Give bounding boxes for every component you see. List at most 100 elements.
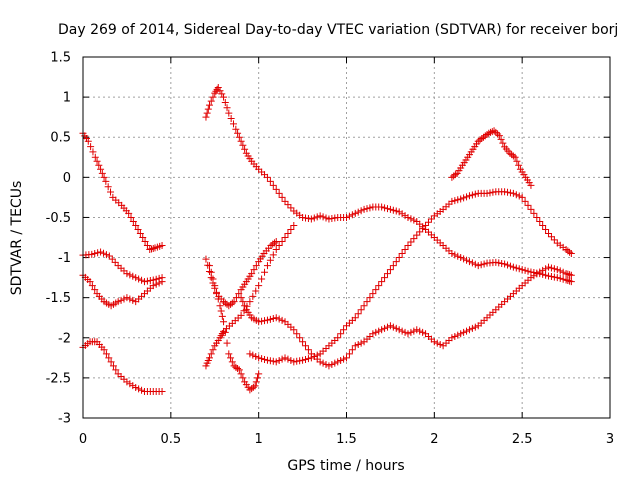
data-point bbox=[465, 192, 473, 200]
data-point bbox=[451, 197, 459, 205]
data-point bbox=[401, 246, 409, 254]
data-point bbox=[474, 262, 482, 270]
data-point bbox=[204, 105, 212, 113]
x-tick-label: 1.5 bbox=[336, 432, 357, 447]
data-point bbox=[360, 205, 368, 213]
data-point bbox=[99, 249, 107, 257]
data-point bbox=[448, 334, 456, 342]
data-point bbox=[261, 268, 269, 276]
data-point bbox=[345, 350, 353, 358]
data-point bbox=[293, 330, 301, 338]
data-point bbox=[202, 113, 210, 121]
data-point bbox=[476, 136, 484, 144]
data-point bbox=[343, 354, 350, 362]
data-point bbox=[221, 299, 229, 307]
data-point bbox=[126, 271, 134, 279]
data-point bbox=[307, 354, 315, 362]
data-point bbox=[504, 261, 512, 269]
data-point bbox=[246, 386, 254, 394]
data-point bbox=[227, 115, 235, 123]
data-point bbox=[281, 234, 289, 241]
data-point bbox=[547, 264, 555, 272]
data-point bbox=[86, 278, 94, 286]
data-point bbox=[152, 280, 160, 288]
chart-title: Day 269 of 2014, Sidereal Day-to-day VTE… bbox=[58, 22, 618, 38]
data-point bbox=[319, 359, 327, 367]
data-point bbox=[348, 211, 356, 219]
data-point bbox=[252, 262, 260, 270]
data-point bbox=[454, 252, 462, 260]
data-point bbox=[386, 266, 394, 274]
data-point bbox=[209, 275, 217, 283]
data-point bbox=[232, 125, 240, 133]
data-point bbox=[102, 350, 110, 358]
data-point bbox=[448, 250, 456, 258]
data-point bbox=[334, 334, 342, 342]
data-point bbox=[275, 315, 283, 323]
y-axis-title: SDTVAR / TECUs bbox=[9, 181, 25, 296]
data-point bbox=[266, 357, 274, 365]
data-point bbox=[498, 259, 506, 267]
data-point bbox=[354, 208, 362, 216]
data-point bbox=[123, 270, 131, 278]
data-point bbox=[126, 295, 134, 303]
data-point bbox=[237, 294, 245, 302]
data-point bbox=[214, 83, 222, 91]
data-point bbox=[372, 328, 380, 336]
data-point bbox=[235, 366, 243, 374]
data-point bbox=[275, 242, 283, 250]
data-point bbox=[129, 272, 137, 280]
data-point bbox=[97, 248, 105, 256]
data-point bbox=[322, 361, 330, 369]
data-point bbox=[547, 273, 555, 281]
data-point bbox=[566, 277, 574, 285]
data-point bbox=[527, 205, 535, 213]
data-point bbox=[477, 261, 485, 269]
data-point bbox=[220, 298, 228, 306]
data-point bbox=[203, 109, 211, 117]
data-point bbox=[284, 201, 292, 209]
data-point bbox=[395, 254, 403, 262]
data-point bbox=[293, 357, 301, 365]
data-point bbox=[270, 239, 278, 247]
data-point bbox=[465, 258, 473, 266]
data-point bbox=[234, 365, 242, 373]
data-point bbox=[375, 282, 383, 290]
data-point bbox=[316, 212, 324, 220]
data-point bbox=[495, 259, 503, 267]
data-point bbox=[392, 258, 400, 266]
data-point bbox=[258, 355, 266, 363]
data-point bbox=[255, 370, 263, 378]
data-point bbox=[357, 207, 365, 215]
data-point bbox=[398, 327, 406, 335]
data-point bbox=[410, 327, 418, 335]
data-point bbox=[299, 338, 307, 346]
data-point bbox=[328, 361, 336, 369]
data-point bbox=[381, 324, 389, 332]
data-point bbox=[351, 209, 359, 217]
data-point bbox=[114, 298, 122, 306]
x-tick-label: 3 bbox=[606, 432, 614, 447]
data-point bbox=[304, 215, 312, 223]
data-point bbox=[550, 236, 558, 244]
data-point bbox=[225, 350, 233, 358]
data-point bbox=[378, 326, 386, 334]
data-point bbox=[386, 322, 394, 330]
data-point bbox=[209, 93, 217, 101]
data-point bbox=[134, 225, 142, 233]
y-tick-label: -0.5 bbox=[46, 211, 71, 226]
data-point bbox=[468, 324, 476, 332]
data-point bbox=[474, 137, 482, 145]
data-point bbox=[511, 153, 519, 161]
data-point bbox=[125, 209, 133, 217]
data-point bbox=[450, 172, 458, 180]
data-point bbox=[506, 149, 514, 157]
series-arc-a3 bbox=[79, 271, 166, 310]
data-point bbox=[401, 328, 409, 336]
x-tick-label: 2.5 bbox=[512, 432, 533, 447]
data-point bbox=[230, 362, 238, 370]
data-point bbox=[228, 358, 236, 366]
data-point bbox=[252, 378, 260, 386]
data-point bbox=[506, 262, 514, 270]
data-point bbox=[205, 101, 213, 109]
